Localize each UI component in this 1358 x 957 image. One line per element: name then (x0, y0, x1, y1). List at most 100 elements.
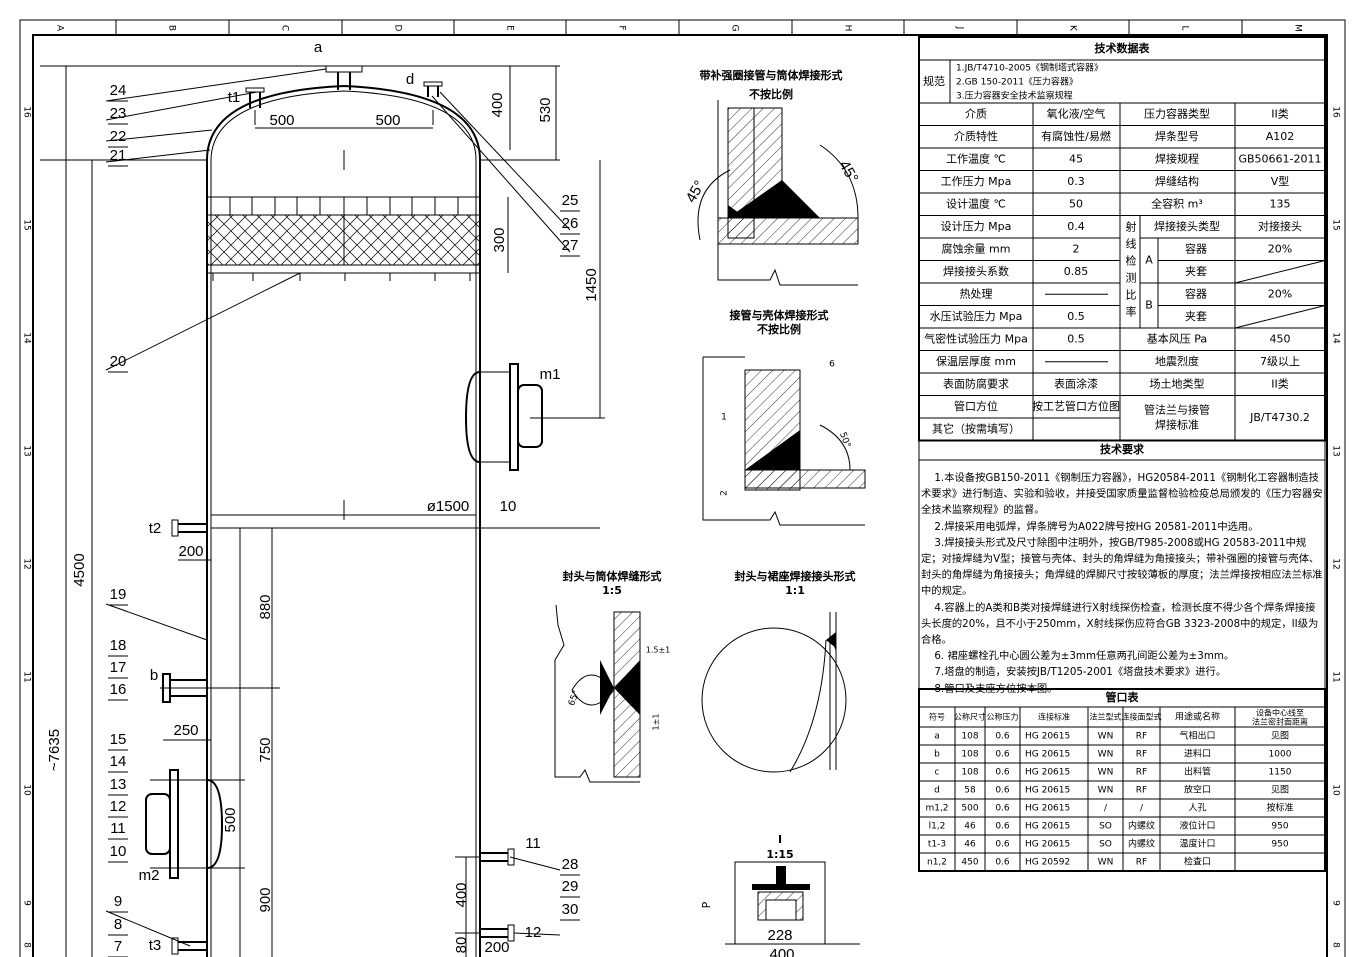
detail-geometry-part (717, 217, 859, 245)
detail-title: 封头与裙座焊接接头形式 (735, 569, 856, 583)
table-cell: 容器 (1185, 241, 1207, 255)
table-cell: 0.6 (995, 768, 1010, 778)
table-cell: 见图 (1271, 731, 1289, 742)
frame-row: 11 (1331, 671, 1341, 682)
table-cell: 焊接标准 (1155, 418, 1199, 432)
part-number: 21 (110, 147, 127, 164)
table-header: 法兰型式 (1090, 712, 1122, 722)
frame-row: 13 (1331, 445, 1341, 456)
table-cell: 工作温度 ℃ (946, 151, 1006, 165)
nozzle-label: t2 (149, 520, 162, 537)
vessel-part (480, 852, 508, 862)
table-cell: 压力容器类型 (1144, 106, 1210, 120)
table-line (1234, 260, 1326, 284)
vessel (40, 65, 605, 957)
requirements-frame: 技术要求 (918, 440, 1326, 689)
table-header: 用途或名称 (1175, 711, 1220, 723)
table-cell: 焊接规程 (1155, 151, 1199, 165)
table-cell: RF (1136, 732, 1147, 742)
table-cell: 场土地类型 (1150, 376, 1205, 390)
table-cell: 气密性试验压力 Mpa (924, 331, 1028, 345)
frame (19, 19, 1346, 957)
spec-item: 1.JB/T4710-2005《钢制塔式容器》 (956, 62, 1103, 74)
table-header: 法兰密封面距离 (1252, 717, 1308, 727)
detail-geometry-part (702, 356, 865, 526)
detail-title: 接管与壳体焊接形式 (730, 308, 829, 322)
table-cell: 气相出口 (1179, 730, 1215, 742)
table-cell: V型 (1271, 174, 1290, 188)
table-cell: 有腐蚀性/易燃 (1041, 129, 1111, 143)
vessel-part (509, 363, 519, 471)
table-cell: 水压试验压力 Mpa (930, 309, 1023, 323)
dimension: 1450 (583, 268, 600, 301)
table-cell: HG 20615 (1025, 840, 1070, 850)
dimension: 400 (453, 882, 470, 907)
table-cell: / (1140, 804, 1144, 814)
dimension: 4500 (71, 553, 88, 586)
detail-geometry-part (717, 100, 858, 286)
detail-dimension: 1 (721, 413, 727, 423)
nozzle-label: t3 (149, 937, 162, 954)
frame-row: 16 (1331, 106, 1341, 118)
frame-row: 16 (22, 106, 32, 118)
nozzle-label: d (406, 71, 414, 88)
part-number: 13 (110, 776, 127, 793)
frame-row: 13 (22, 445, 32, 456)
table-cell: 2 (1073, 242, 1080, 255)
table-cell: SO (1099, 822, 1112, 832)
part-number: 12 (110, 798, 127, 815)
frame-column: B (167, 25, 177, 31)
frame-column: C (280, 25, 290, 31)
table-cell: 20% (1268, 287, 1292, 300)
detail-geometry-part (776, 866, 786, 884)
detail-dimension: 45° (683, 178, 709, 206)
requirements-text: 1.本设备按GB150-2011《钢制压力容器》，HG20584-2011《钢制… (921, 470, 1323, 697)
table-cell: 检查口 (1184, 856, 1211, 868)
frame-part (32, 34, 1328, 957)
table-header: 连接面型式 (1122, 712, 1162, 722)
table-cell: 7级以上 (1260, 355, 1300, 368)
part-number: 19 (110, 586, 127, 603)
table-cell: 氧化液/空气 (1047, 106, 1106, 120)
detail-title: 1:5 (602, 584, 622, 597)
requirement-item: 8.管口及支座方位按本图。 (934, 682, 1058, 695)
detail-geometry-part (744, 469, 866, 489)
nozzle-label: m1 (540, 366, 561, 383)
detail-dimension: 6 (829, 360, 835, 370)
detail-dimension: 2 (720, 490, 730, 496)
table-cell: 45 (1069, 152, 1083, 165)
table-cell: 500 (961, 804, 978, 814)
part-number: 30 (562, 901, 579, 918)
vessel-part (479, 371, 511, 463)
table-cell: 450 (961, 858, 978, 868)
part-number: 15 (110, 731, 127, 748)
table-cell: 设计温度 ℃ (946, 196, 1006, 210)
requirement-item: 2.焊接采用电弧焊，焊条牌号为A022牌号按HG 20581-2011中选用。 (934, 520, 1259, 533)
detail-geometry (554, 100, 866, 945)
table-cell: 50 (1069, 197, 1083, 210)
table-cell: 放空口 (1184, 784, 1211, 796)
table-cell: 进料口 (1184, 748, 1211, 760)
dimension: 200 (178, 543, 203, 560)
table-cell: 135 (1270, 197, 1291, 210)
table-cell: 0.6 (995, 858, 1010, 868)
table-cell: 焊条型号 (1155, 129, 1199, 143)
table-cell: m1,2 (925, 804, 948, 814)
nozzle-label: a (314, 39, 323, 56)
table-cell: 0.5 (1067, 310, 1085, 323)
table-cell: 焊缝结构 (1155, 174, 1199, 188)
table-cell: WN (1098, 786, 1114, 796)
part-number: 11 (110, 820, 126, 837)
vessel-part (171, 937, 179, 955)
table-cell: c (935, 768, 940, 778)
table-cell: d (934, 786, 940, 796)
dimension: 400 (489, 92, 506, 117)
part-number: 16 (110, 681, 127, 698)
table-cell: HG 20615 (1025, 732, 1070, 742)
dimension: 80 (453, 937, 470, 954)
dimension: 500 (222, 807, 239, 832)
table-cell: 0.6 (995, 822, 1010, 832)
